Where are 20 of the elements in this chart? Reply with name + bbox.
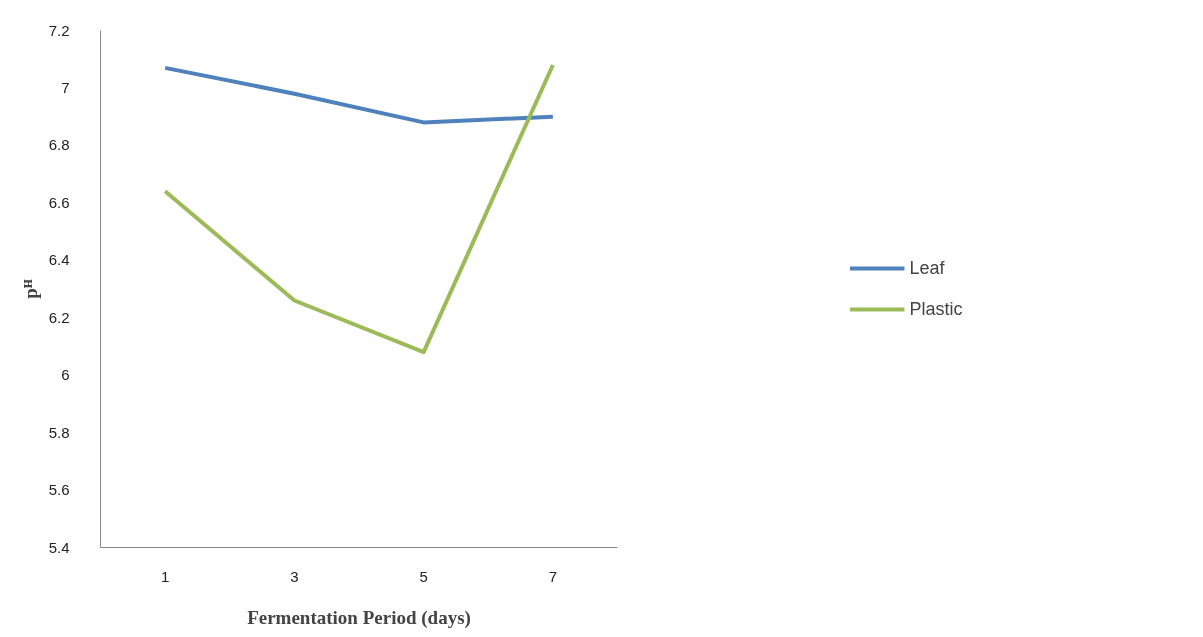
y-axis-title: pᴴ (19, 279, 41, 299)
y-tick-label: 7 (61, 78, 70, 96)
y-tick-label: 5.4 (48, 538, 70, 556)
legend-label: Leaf (909, 257, 945, 279)
x-tick-label: 3 (290, 567, 299, 585)
x-tick-label: 1 (160, 567, 170, 585)
y-tick-label: 6.8 (48, 136, 70, 154)
y-tick-label: 6.4 (48, 251, 70, 269)
y-tick-label: 6.6 (48, 193, 70, 211)
y-tick-label: 6.2 (48, 308, 70, 326)
y-tick-label: 5.8 (48, 423, 70, 441)
x-tick-label: 7 (548, 567, 558, 585)
y-tick-label: 5.6 (48, 481, 70, 499)
line-series (163, 62, 555, 355)
y-tick-label: 6 (61, 366, 70, 384)
line-series (163, 65, 555, 125)
x-axis-title: Fermentation Period (days) (247, 606, 471, 629)
legend-label: Plastic (909, 298, 963, 320)
y-tick-label: 7.2 (48, 21, 70, 39)
x-tick-label: 5 (419, 567, 428, 585)
